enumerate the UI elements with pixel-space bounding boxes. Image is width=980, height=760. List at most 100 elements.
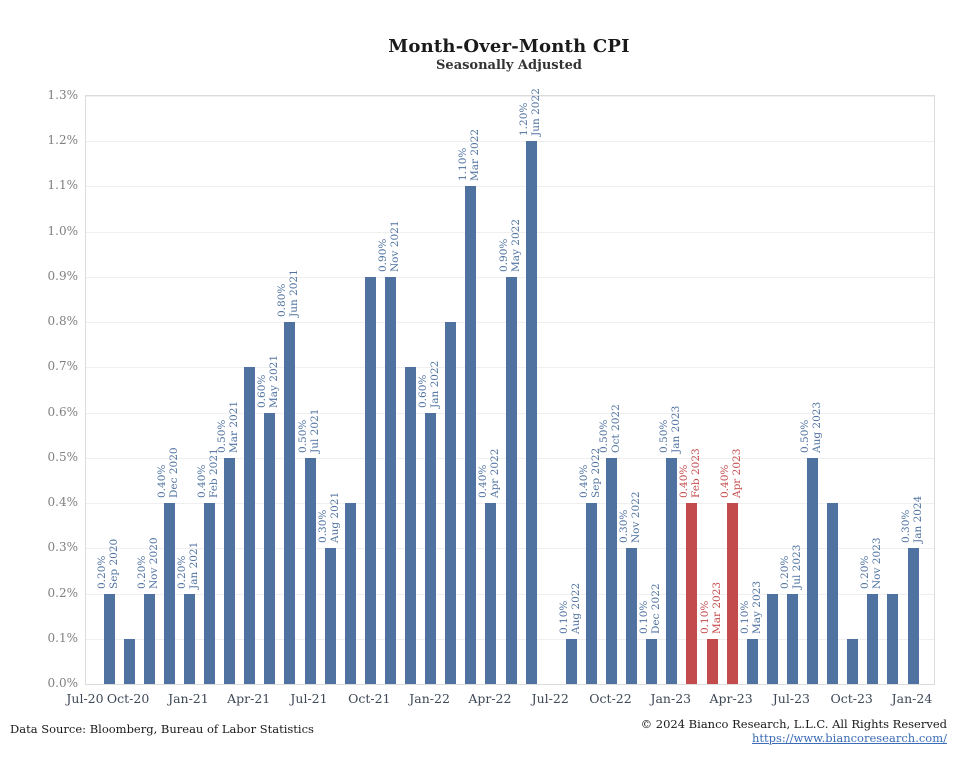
bar-may-2023 <box>746 638 758 684</box>
bar-month-text: Nov 2020 <box>147 537 160 589</box>
bar-label-jan-2024: 0.30% Jan 2024 <box>899 496 924 544</box>
bar-feb-2023 <box>686 503 698 684</box>
y-tick-0.8%: 0.8% <box>47 314 79 329</box>
bar-month-text: Nov 2023 <box>870 537 883 589</box>
bar-label-apr-2023: 0.40% Apr 2023 <box>718 449 743 499</box>
bar-value-text: 0.10% <box>557 600 570 634</box>
x-tick-oct-22: Oct-22 <box>589 691 632 706</box>
y-tick-0.5%: 0.5% <box>47 449 79 464</box>
x-tick-jul-21: Jul-21 <box>290 691 328 706</box>
bar-mar-2022 <box>465 186 477 684</box>
y-tick-1.2%: 1.2% <box>47 133 79 148</box>
y-tick-0.4%: 0.4% <box>47 495 79 510</box>
x-tick-apr-21: Apr-21 <box>227 691 271 706</box>
bar-jul-2023 <box>786 593 798 684</box>
bar-month-text: May 2021 <box>267 354 280 408</box>
bar-month-text: Sep 2020 <box>107 538 119 589</box>
bar-month-text: Sep 2022 <box>589 447 602 499</box>
bar-value-text: 0.40% <box>718 464 731 499</box>
bar-month-text: Jan 2021 <box>187 541 200 589</box>
bar-label-nov-2020: 0.20% Nov 2020 <box>135 537 160 589</box>
x-tick-jul-22: Jul-22 <box>531 691 569 706</box>
bar-value-text: 0.50% <box>598 419 610 453</box>
bar-jan-2022 <box>425 412 437 684</box>
bar-month-text: Jan 2023 <box>669 405 682 453</box>
bar-label-aug-2022: 0.10% Aug 2022 <box>557 582 582 634</box>
bar-value-text: 0.50% <box>296 419 309 453</box>
y-tick-0.3%: 0.3% <box>47 540 79 555</box>
bar-sep-2021 <box>344 503 356 684</box>
x-tick-jan-23: Jan-23 <box>650 691 692 706</box>
bar-aug-2023 <box>807 457 818 684</box>
gridline-1.1% <box>86 186 934 188</box>
bar-mar-2023 <box>706 638 718 684</box>
bar-month-text: Mar 2023 <box>710 581 722 634</box>
chart-subtitle: Seasonally Adjusted <box>436 58 582 73</box>
bar-mar-2021 <box>224 457 236 684</box>
bar-dec-2023 <box>887 593 899 684</box>
chart-title: Month-Over-Month CPI <box>388 36 630 57</box>
bar-month-text: Mar 2022 <box>468 129 481 182</box>
bar-label-dec-2022: 0.10% Dec 2022 <box>638 583 662 634</box>
y-tick-0.6%: 0.6% <box>47 404 79 419</box>
bar-value-text: 0.20% <box>95 555 108 589</box>
bar-value-text: 0.10% <box>698 600 711 634</box>
bar-label-aug-2021: 0.30% Aug 2021 <box>316 492 341 544</box>
plot-area <box>85 95 935 685</box>
bar-label-jul-2023: 0.20% Jul 2023 <box>779 544 803 589</box>
bar-jun-2021 <box>284 322 296 684</box>
bar-label-nov-2023: 0.20% Nov 2023 <box>859 537 883 589</box>
x-tick-jan-22: Jan-22 <box>409 691 450 706</box>
bar-dec-2022 <box>646 638 658 684</box>
bar-label-jan-2021: 0.20% Jan 2021 <box>175 541 200 589</box>
x-tick-jul-23: Jul-23 <box>772 691 810 706</box>
bianco-research-link[interactable]: https://www.biancoresearch.com/ <box>751 731 947 745</box>
bar-label-may-2023: 0.10% May 2023 <box>738 581 763 634</box>
bar-value-text: 0.10% <box>738 600 751 634</box>
bar-may-2021 <box>264 412 276 684</box>
bar-jun-2023 <box>766 593 778 684</box>
bar-nov-2020 <box>143 593 155 684</box>
bar-label-may-2022: 0.90% May 2022 <box>498 219 522 272</box>
bar-value-text: 0.20% <box>175 555 188 589</box>
bar-label-sep-2022: 0.40% Sep 2022 <box>578 447 602 499</box>
bar-value-text: 1.20% <box>517 102 530 137</box>
gridline-1.0% <box>86 231 934 233</box>
bar-value-text: 0.10% <box>638 600 651 634</box>
bar-oct-2022 <box>606 457 617 684</box>
gridline-1.3% <box>86 96 934 97</box>
bar-sep-2020 <box>103 593 115 684</box>
bar-label-apr-2022: 0.40% Apr 2022 <box>477 449 501 498</box>
bar-value-text: 0.40% <box>155 464 168 499</box>
x-tick-oct-23: Oct-23 <box>830 691 873 706</box>
bar-value-text: 0.40% <box>196 464 208 499</box>
bar-month-text: Jan 2022 <box>428 360 441 408</box>
x-tick-jan-24: Jan-24 <box>891 691 933 706</box>
bar-label-jul-2021: 0.50% Jul 2021 <box>296 408 321 453</box>
bar-value-text: 0.30% <box>316 509 329 544</box>
bar-value-text: 0.30% <box>618 509 631 544</box>
y-tick-0.9%: 0.9% <box>47 268 79 283</box>
bar-month-text: Jul 2021 <box>308 408 320 453</box>
bar-sep-2022 <box>585 503 597 684</box>
bar-label-oct-2022: 0.50% Oct 2022 <box>598 404 622 453</box>
bar-label-nov-2021: 0.90% Nov 2021 <box>377 220 401 272</box>
bar-label-jan-2022: 0.60% Jan 2022 <box>417 360 441 408</box>
bar-value-text: 0.50% <box>799 419 811 453</box>
bar-nov-2021 <box>384 276 396 684</box>
y-tick-0.7%: 0.7% <box>47 359 79 374</box>
bar-month-text: Nov 2021 <box>388 220 401 272</box>
x-tick-oct-20: Oct-20 <box>106 691 150 706</box>
bar-month-text: Dec 2020 <box>167 447 180 499</box>
bar-value-text: 0.20% <box>135 555 148 589</box>
bar-apr-2023 <box>726 503 738 684</box>
bar-label-jan-2023: 0.50% Jan 2023 <box>658 405 682 453</box>
bar-month-text: Jul 2023 <box>790 544 803 589</box>
x-tick-apr-23: Apr-23 <box>709 691 753 706</box>
bar-apr-2021 <box>244 367 256 684</box>
bar-month-text: Aug 2022 <box>569 582 582 634</box>
bar-aug-2022 <box>565 638 577 684</box>
bar-feb-2022 <box>445 322 457 684</box>
copyright-text: © 2024 Bianco Research, L.L.C. All Right… <box>640 717 947 731</box>
bar-value-text: 0.30% <box>899 509 912 544</box>
